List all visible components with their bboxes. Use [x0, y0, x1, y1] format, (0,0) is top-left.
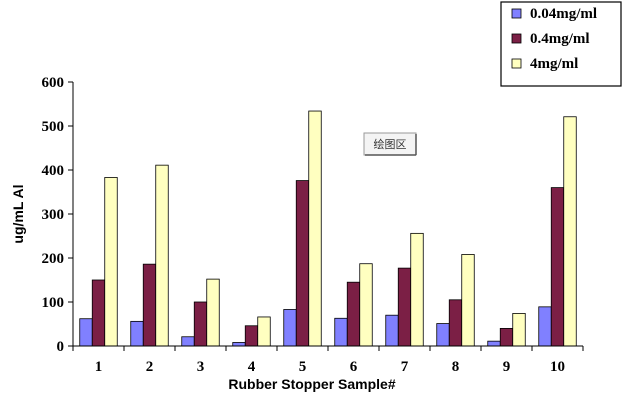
bar-1-1	[79, 318, 93, 347]
bar-2-1	[91, 279, 106, 347]
bar-2-2	[142, 263, 157, 347]
x-tick-label: 5	[299, 359, 307, 375]
legend-label: 0.4mg/ml	[530, 31, 590, 47]
x-tick-label: 10	[550, 359, 565, 375]
bar-1-4	[232, 342, 246, 347]
x-axis-title: Rubber Stopper Sample#	[228, 376, 395, 392]
y-axis: 0 100 200 300 400 500 600	[42, 75, 73, 355]
x-tick-label: 4	[248, 359, 256, 375]
bar-1-3	[181, 336, 195, 347]
plot-area-tooltip-text: 绘图区	[374, 137, 407, 151]
bar-3-10	[563, 116, 577, 347]
y-tick-label: 300	[42, 207, 65, 223]
bar-2-9	[499, 327, 514, 347]
bar-2-7	[397, 267, 412, 347]
bar-1-2	[130, 320, 144, 347]
x-tick-label: 3	[197, 359, 205, 375]
bar-3-2	[155, 164, 169, 347]
bar-series-group	[79, 110, 577, 347]
y-tick-label: 400	[42, 163, 65, 179]
plot-area-tooltip: 绘图区	[363, 132, 417, 156]
bar-3-1	[104, 177, 118, 347]
y-axis-title: ug/mL Al	[10, 184, 26, 243]
y-tick-label: 200	[42, 251, 65, 267]
bar-3-7	[410, 232, 424, 347]
y-tick-label: 500	[42, 119, 65, 135]
bar-2-4	[244, 325, 259, 347]
bar-2-6	[346, 281, 361, 347]
legend-swatch	[511, 58, 522, 69]
x-tick-label: 8	[452, 359, 460, 375]
legend: 0.04mg/ml 0.4mg/ml 4mg/ml	[500, 1, 622, 87]
bar-2-8	[448, 299, 463, 347]
bar-1-6	[334, 317, 348, 347]
bar-3-4	[257, 316, 271, 347]
x-axis: 1 2 3 4 5 6 7 8 9 10	[72, 346, 584, 375]
y-tick-label: 600	[42, 75, 65, 91]
bar-2-5	[295, 180, 310, 347]
bar-1-9	[487, 340, 501, 347]
bar-1-7	[385, 314, 399, 347]
legend-label: 4mg/ml	[530, 56, 578, 72]
bar-2-10	[550, 187, 565, 347]
x-tick-label: 6	[350, 359, 358, 375]
bar-3-3	[206, 278, 220, 347]
legend-swatch	[511, 33, 522, 44]
x-tick-label: 1	[95, 359, 103, 375]
bar-3-8	[461, 254, 475, 347]
bar-1-8	[436, 323, 450, 347]
bar-3-6	[359, 263, 373, 347]
bar-3-9	[512, 313, 526, 347]
bar-2-3	[193, 301, 208, 347]
x-tick-label: 7	[401, 359, 409, 375]
bar-1-10	[538, 306, 552, 347]
legend-swatch	[511, 8, 522, 19]
y-tick-label: 100	[42, 295, 65, 311]
x-tick-label: 9	[503, 359, 511, 375]
x-tick-label: 2	[146, 359, 154, 375]
legend-label: 0.04mg/ml	[530, 6, 597, 22]
bar-1-5	[283, 309, 297, 347]
bar-3-5	[308, 110, 322, 347]
y-tick-label: 0	[57, 339, 65, 355]
